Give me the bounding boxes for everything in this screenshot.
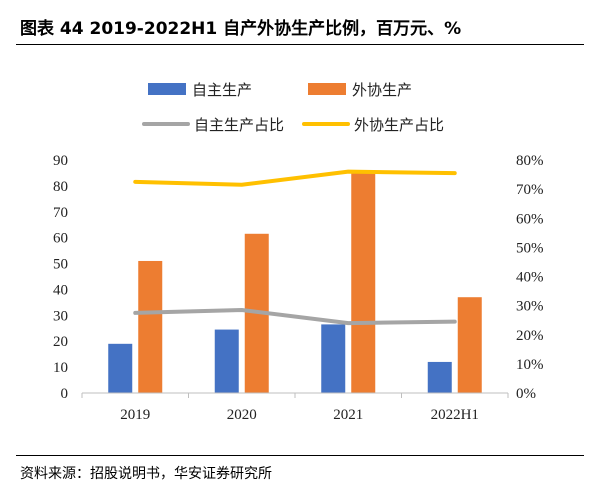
series-line <box>133 169 457 187</box>
y2-tick-label: 20% <box>516 328 544 344</box>
source-note: 资料来源：招股说明书，华安证券研究所 <box>20 466 272 482</box>
bar <box>351 172 376 393</box>
y-tick-label: 80 <box>53 179 68 195</box>
legend-swatch <box>308 83 346 95</box>
bar <box>138 260 163 393</box>
y-tick-label: 10 <box>53 360 68 376</box>
x-tick-label: 2020 <box>227 407 257 423</box>
bar <box>427 361 452 393</box>
legend-label: 外协生产占比 <box>354 116 444 134</box>
legend-swatch <box>148 83 186 95</box>
x-tick-label: 2019 <box>120 407 150 423</box>
legend-label: 自主生产占比 <box>194 116 284 134</box>
bar <box>214 329 239 393</box>
legend-label: 自主生产 <box>192 81 252 99</box>
left-axis-ticks: 0 10 20 30 40 50 60 70 80 90 <box>53 153 68 402</box>
lines <box>133 169 457 326</box>
y-tick-label: 30 <box>53 308 68 324</box>
y-tick-label: 90 <box>53 153 68 169</box>
chart-title: 图表 44 2019-2022H1 自产外协生产比例，百万元、% <box>20 19 462 39</box>
source-divider <box>16 455 584 456</box>
y2-tick-label: 40% <box>516 270 544 286</box>
x-tick-label: 2021 <box>333 407 363 423</box>
y-tick-label: 40 <box>53 282 68 298</box>
y-tick-label: 20 <box>53 334 68 350</box>
y-tick-label: 0 <box>61 386 69 402</box>
y2-tick-label: 50% <box>516 240 544 256</box>
y-tick-label: 50 <box>53 257 68 273</box>
y-tick-label: 70 <box>53 205 68 221</box>
bars <box>108 172 482 393</box>
right-axis-ticks: 0% 10% 20% 30% 40% 50% 60% 70% 80% <box>516 153 544 402</box>
bar <box>321 324 346 393</box>
title-divider <box>16 44 584 45</box>
y2-tick-label: 60% <box>516 211 544 227</box>
y-tick-label: 60 <box>53 231 68 247</box>
y2-tick-label: 10% <box>516 357 544 373</box>
bar <box>457 297 482 393</box>
bar <box>108 343 133 393</box>
series-line <box>133 307 457 326</box>
y2-tick-label: 80% <box>516 153 544 169</box>
y2-tick-label: 30% <box>516 299 544 315</box>
x-axis: 2019 2020 2021 2022H1 <box>81 392 509 423</box>
legend-label: 外协生产 <box>352 81 412 99</box>
y2-tick-label: 70% <box>516 182 544 198</box>
x-tick-label: 2022H1 <box>431 407 479 423</box>
y2-tick-label: 0% <box>516 386 536 402</box>
